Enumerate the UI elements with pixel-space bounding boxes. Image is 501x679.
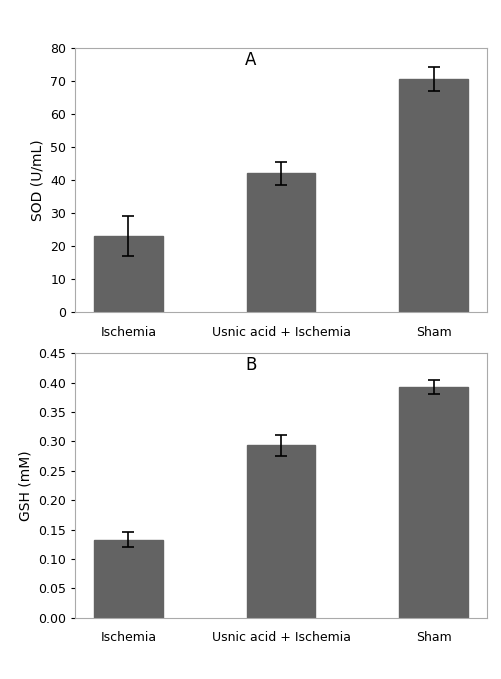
Text: A: A — [245, 51, 256, 69]
Bar — [246, 445, 315, 618]
Bar — [246, 173, 315, 312]
Y-axis label: SOD (U/mL): SOD (U/mL) — [31, 139, 45, 221]
Bar — [94, 540, 162, 618]
Y-axis label: GSH (mM): GSH (mM) — [19, 450, 33, 521]
Bar — [399, 386, 467, 618]
Bar — [94, 236, 162, 312]
Text: B: B — [245, 356, 256, 375]
Bar — [399, 79, 467, 312]
